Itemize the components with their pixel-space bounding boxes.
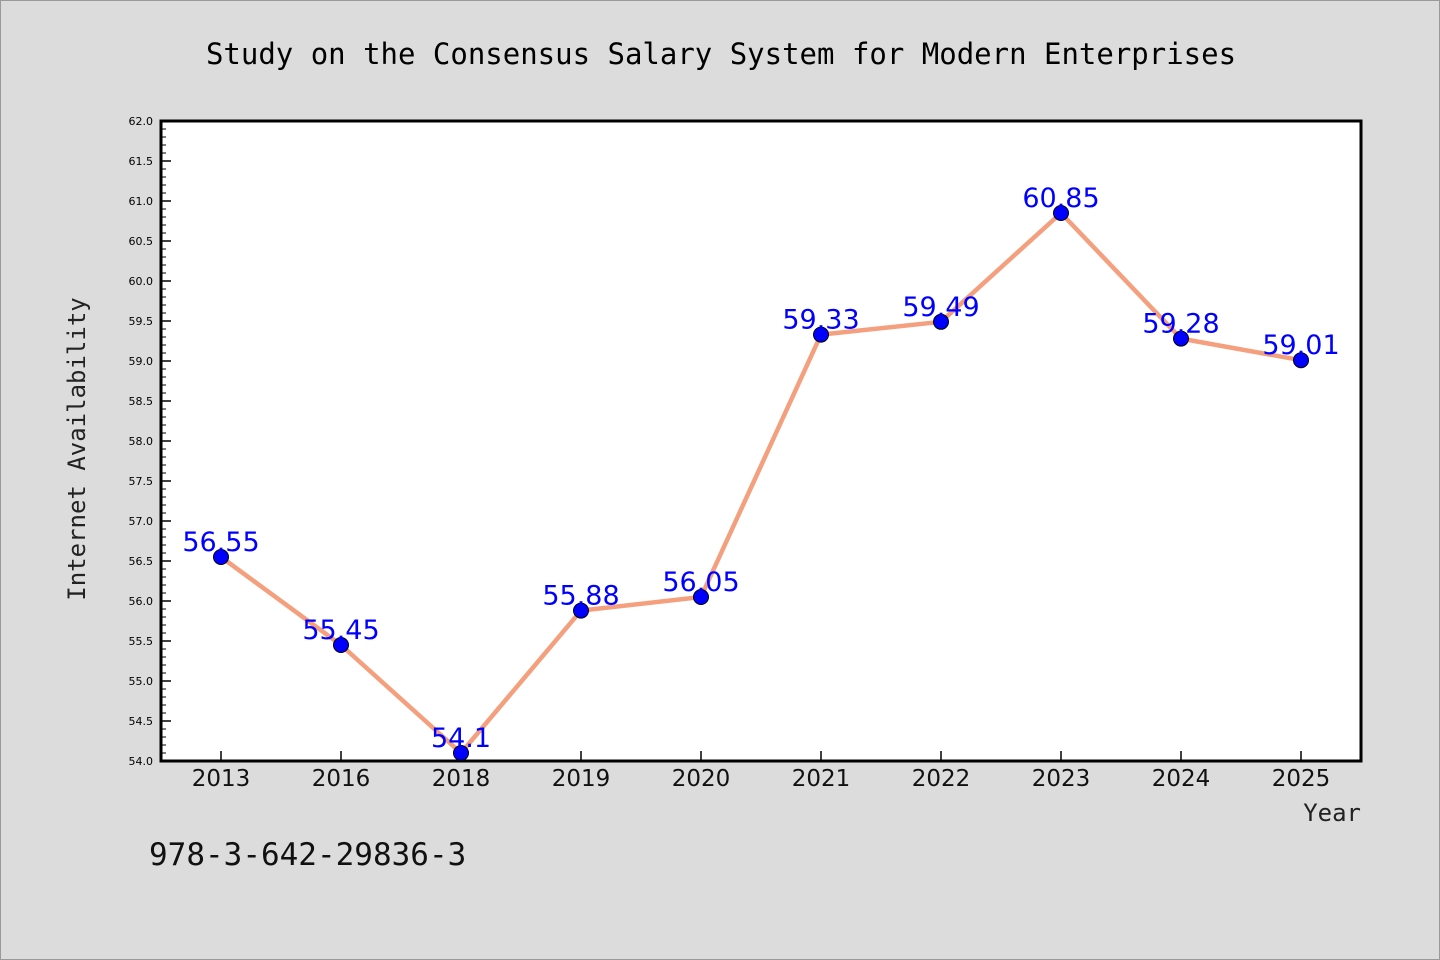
x-tick-label: 2019 bbox=[552, 766, 611, 792]
y-tick-label: 59.0 bbox=[129, 355, 154, 368]
y-tick-label: 55.0 bbox=[129, 675, 154, 688]
data-label: 59.01 bbox=[1262, 330, 1339, 361]
x-tick-label: 2021 bbox=[792, 766, 851, 792]
x-tick-label: 2016 bbox=[312, 766, 371, 792]
chart-title: Study on the Consensus Salary System for… bbox=[206, 37, 1236, 71]
data-point bbox=[1053, 205, 1069, 221]
x-axis-label: Year bbox=[1303, 799, 1361, 827]
plot-area bbox=[161, 121, 1361, 761]
y-tick-label: 60.0 bbox=[129, 275, 154, 288]
isbn-label: 978-3-642-29836-3 bbox=[149, 837, 466, 873]
y-tick-label: 57.0 bbox=[129, 515, 154, 528]
data-point bbox=[693, 589, 709, 605]
data-point bbox=[1173, 330, 1189, 347]
data-label: 56.05 bbox=[662, 567, 739, 598]
x-tick-label: 2023 bbox=[1032, 766, 1091, 792]
series-layer: 56.55 55.45 54.1 55.88 56.05 59.33 59.49 60.85 5… bbox=[182, 183, 1340, 761]
x-tick-label: 2024 bbox=[1152, 766, 1211, 792]
data-label: 60.85 bbox=[1022, 183, 1099, 214]
x-tick-label: 2025 bbox=[1272, 766, 1331, 792]
y-axis-label: Internet Availability bbox=[63, 297, 91, 600]
data-label: 55.88 bbox=[542, 581, 619, 612]
data-label: 54.1 bbox=[431, 723, 491, 754]
x-tick-label: 2018 bbox=[432, 766, 491, 792]
series-line bbox=[219, 210, 1302, 756]
y-tick-label: 56.0 bbox=[129, 595, 154, 608]
y-tick-label: 60.5 bbox=[129, 235, 154, 248]
x-tick-label: 2022 bbox=[912, 766, 971, 792]
data-point bbox=[1293, 352, 1309, 369]
y-tick-label: 62.0 bbox=[129, 115, 154, 128]
data-point bbox=[333, 637, 349, 653]
x-tick-label: 2020 bbox=[672, 766, 731, 792]
y-tick-label: 61.5 bbox=[129, 155, 154, 168]
data-label: 55.45 bbox=[302, 615, 379, 646]
y-tick-label: 56.5 bbox=[129, 555, 154, 568]
data-label: 59.28 bbox=[1142, 309, 1219, 340]
x-tick-label: 2013 bbox=[192, 766, 251, 792]
data-label: 56.55 bbox=[182, 527, 259, 558]
data-label: 59.49 bbox=[902, 292, 979, 323]
data-point bbox=[813, 326, 829, 343]
y-tick-label: 58.5 bbox=[129, 395, 154, 408]
y-tick-label: 55.5 bbox=[129, 635, 154, 648]
x-axis: 2013 2016 2018 2019 2020 2021 2022 2023 2024 2025 bbox=[192, 751, 1331, 792]
y-tick-label: 58.0 bbox=[129, 435, 154, 448]
data-point bbox=[213, 549, 229, 565]
data-point bbox=[933, 313, 949, 330]
y-tick-label: 57.5 bbox=[129, 475, 154, 488]
data-point bbox=[573, 602, 589, 619]
data-label: 59.33 bbox=[782, 305, 859, 336]
plot-frame bbox=[159, 119, 1363, 763]
y-tick-label: 54.0 bbox=[129, 755, 154, 768]
y-tick-label: 61.0 bbox=[129, 195, 154, 208]
y-tick-label: 59.5 bbox=[129, 315, 154, 328]
y-tick-label: 54.5 bbox=[129, 715, 154, 728]
y-axis: 54.0 54.5 55.0 55.5 56.0 56.5 57.0 57.5 58.0 58.5… bbox=[129, 115, 171, 768]
